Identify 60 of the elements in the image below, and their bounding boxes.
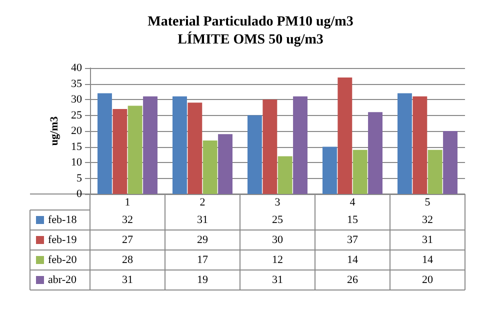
bar <box>428 150 442 194</box>
data-label: 31 <box>422 234 433 246</box>
data-label: 30 <box>272 234 284 246</box>
y-axis-title: ug/m3 <box>48 116 60 146</box>
bar <box>112 108 128 194</box>
data-label: 37 <box>347 234 358 246</box>
bar <box>412 96 428 194</box>
data-label: 27 <box>122 234 134 246</box>
bar <box>202 140 218 194</box>
legend-label: feb-20 <box>48 254 78 266</box>
data-label: 26 <box>347 274 358 286</box>
x-tick-label: 4 <box>350 196 356 208</box>
bar <box>248 115 262 194</box>
y-tick-label: 30 <box>71 94 82 106</box>
y-tick-label: 20 <box>71 125 82 137</box>
bar <box>143 96 158 194</box>
y-tick-label: 35 <box>71 78 82 90</box>
data-label: 15 <box>347 214 358 226</box>
data-label: 31 <box>122 274 133 286</box>
chart-title: Material Particulado PM10 ug/m3 LÍMITE OMS 50 ug/m3 <box>148 14 354 48</box>
bar <box>352 150 368 194</box>
data-label: 31 <box>272 274 283 286</box>
bar <box>128 106 142 194</box>
legend-label: abr-20 <box>48 274 77 286</box>
y-tick-label: 40 <box>71 62 82 74</box>
data-label: 32 <box>122 214 133 226</box>
y-tick-label: 10 <box>71 156 82 168</box>
x-tick-label: 5 <box>424 196 431 208</box>
data-label: 25 <box>272 214 284 226</box>
x-tick-label: 1 <box>124 196 130 208</box>
data-label: 31 <box>197 214 208 226</box>
bar <box>368 112 382 194</box>
bar <box>218 134 232 194</box>
bar <box>188 102 202 194</box>
legend-label: feb-19 <box>48 234 78 246</box>
bar <box>278 156 292 194</box>
data-label: 17 <box>197 254 208 266</box>
bar <box>443 131 458 194</box>
bar <box>398 93 412 194</box>
y-tick-label: 25 <box>71 109 82 122</box>
bar <box>322 146 337 194</box>
data-label: 14 <box>422 254 434 266</box>
bar <box>338 77 352 194</box>
bar <box>262 100 278 194</box>
y-tick-label: 15 <box>71 140 82 153</box>
x-tick-label: 2 <box>200 196 206 208</box>
data-label: 29 <box>197 234 208 246</box>
y-tick-label: 5 <box>76 172 82 184</box>
bar <box>293 96 308 194</box>
y-tick-label: 0 <box>76 188 82 200</box>
data-label: 20 <box>422 274 434 286</box>
data-label: 19 <box>197 274 208 286</box>
bar <box>98 93 112 194</box>
x-tick-label: 3 <box>274 196 281 208</box>
data-label: 28 <box>122 254 134 266</box>
bar <box>172 96 187 194</box>
data-label: 32 <box>422 214 433 226</box>
legend-label: feb-18 <box>48 214 78 226</box>
data-label: 12 <box>272 254 283 266</box>
data-label: 14 <box>347 254 358 266</box>
